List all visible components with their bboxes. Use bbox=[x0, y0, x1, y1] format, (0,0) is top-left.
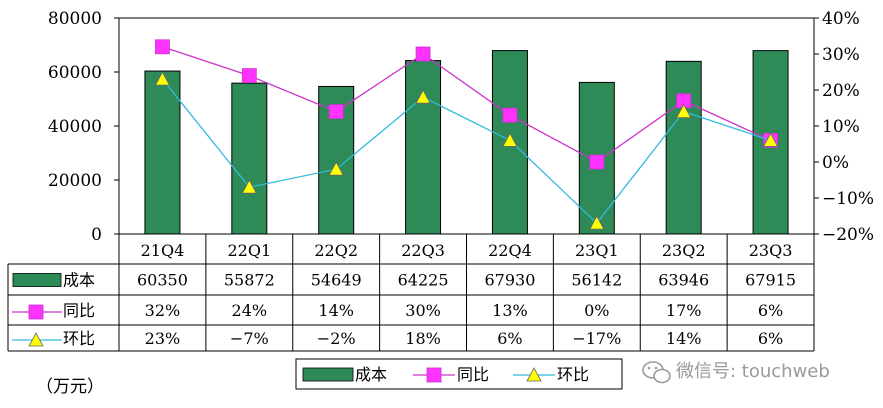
table-cell: 13% bbox=[492, 301, 528, 320]
yoy-marker bbox=[155, 39, 170, 55]
line-qoq bbox=[161, 78, 771, 225]
table-cell: 67930 bbox=[484, 271, 535, 290]
row-header-label: 环比 bbox=[63, 329, 95, 348]
category-label: 21Q4 bbox=[141, 241, 185, 260]
right-tick-label: 40% bbox=[822, 9, 860, 29]
yoy-marker bbox=[328, 104, 344, 119]
bar-cost bbox=[405, 60, 442, 235]
table-cell: −7% bbox=[230, 329, 269, 348]
left-tick-label: 80000 bbox=[48, 9, 102, 29]
row-header-label: 同比 bbox=[63, 301, 95, 320]
legend-qoq-marker bbox=[526, 367, 542, 382]
table-cell: 14% bbox=[666, 329, 702, 348]
wechat-icon bbox=[642, 361, 671, 384]
right-tick-label: −10% bbox=[822, 189, 874, 209]
bar-cost bbox=[144, 70, 181, 235]
left-tick-label: 20000 bbox=[48, 171, 102, 191]
legend-label: 成本 bbox=[355, 365, 387, 384]
table-cell: 64225 bbox=[398, 271, 449, 290]
row-key-cost bbox=[12, 273, 62, 287]
table-cell: −2% bbox=[317, 329, 356, 348]
table-cell: 60350 bbox=[137, 271, 188, 290]
bar-cost bbox=[231, 82, 268, 235]
right-tick-label: −20% bbox=[822, 225, 874, 245]
left-tick-label: 0 bbox=[91, 225, 102, 245]
table-cell: 30% bbox=[405, 301, 441, 320]
left-tick-label: 40000 bbox=[48, 117, 102, 137]
row-key-yoy-marker bbox=[28, 304, 44, 320]
qoq-marker bbox=[762, 132, 779, 147]
yoy-marker bbox=[415, 46, 431, 62]
table-cell: 54649 bbox=[311, 271, 362, 290]
axes: 80000 60000 40000 20000 0 40% 30% 20% 10% 0% −10% −… bbox=[48, 9, 874, 245]
category-label: 23Q2 bbox=[662, 241, 706, 260]
row-key-qoq-marker bbox=[28, 332, 44, 347]
table-cell: 17% bbox=[666, 301, 702, 320]
bar-cost bbox=[665, 60, 702, 235]
qoq-marker bbox=[241, 179, 257, 194]
right-tick-label: 20% bbox=[822, 81, 860, 101]
watermark-text: 微信号: touchweb bbox=[676, 361, 830, 382]
category-label: 22Q1 bbox=[227, 241, 271, 260]
table-cell: 6% bbox=[497, 329, 522, 348]
table-cell: 55872 bbox=[224, 271, 275, 290]
table-cell: 67915 bbox=[745, 271, 796, 290]
right-tick-label: 0% bbox=[822, 153, 849, 173]
table-cell: 56142 bbox=[571, 271, 622, 290]
category-label: 23Q3 bbox=[749, 241, 793, 260]
watermark: 微信号: touchweb bbox=[642, 361, 830, 384]
table-cell: −17% bbox=[572, 329, 621, 348]
yoy-marker bbox=[502, 107, 518, 123]
qoq-marker bbox=[589, 215, 605, 230]
yoy-marker bbox=[589, 154, 605, 170]
legend-key-cost bbox=[302, 367, 354, 382]
table-cell: 24% bbox=[232, 301, 268, 320]
category-label: 22Q2 bbox=[314, 241, 358, 260]
table-cell: 0% bbox=[584, 301, 609, 320]
table-cell: 18% bbox=[405, 329, 441, 348]
yoy-marker bbox=[241, 68, 257, 83]
table-cell: 63946 bbox=[658, 271, 709, 290]
category-label: 22Q3 bbox=[401, 241, 445, 260]
plot-area bbox=[144, 39, 789, 235]
table-cell: 23% bbox=[145, 329, 181, 348]
legend-yoy-marker bbox=[426, 367, 442, 383]
qoq-marker bbox=[328, 161, 344, 176]
plot-frame bbox=[118, 17, 815, 235]
table-cell: 6% bbox=[758, 301, 783, 320]
category-label: 22Q4 bbox=[488, 241, 532, 260]
line-yoy bbox=[162, 46, 771, 163]
row-header-label: 成本 bbox=[63, 271, 95, 290]
qoq-marker bbox=[676, 103, 692, 118]
qoq-marker bbox=[154, 71, 171, 86]
legend-label: 环比 bbox=[557, 365, 589, 384]
left-tick-label: 60000 bbox=[48, 63, 102, 83]
category-label: 23Q1 bbox=[575, 241, 619, 260]
right-tick-label: 30% bbox=[822, 45, 860, 65]
right-tick-label: 10% bbox=[822, 117, 860, 137]
data-table: 21Q4 22Q1 22Q2 22Q3 22Q4 23Q1 23Q2 23Q3 成本 60350 5… bbox=[7, 233, 815, 352]
legend: 成本 同比 环比 bbox=[295, 358, 623, 390]
qoq-marker bbox=[502, 132, 518, 147]
unit-label: （万元） bbox=[36, 377, 104, 397]
table-cell: 14% bbox=[318, 301, 354, 320]
qoq-marker bbox=[415, 89, 431, 104]
table-cell: 32% bbox=[145, 301, 181, 320]
legend-label: 同比 bbox=[457, 365, 489, 384]
table-cell: 6% bbox=[758, 329, 783, 348]
